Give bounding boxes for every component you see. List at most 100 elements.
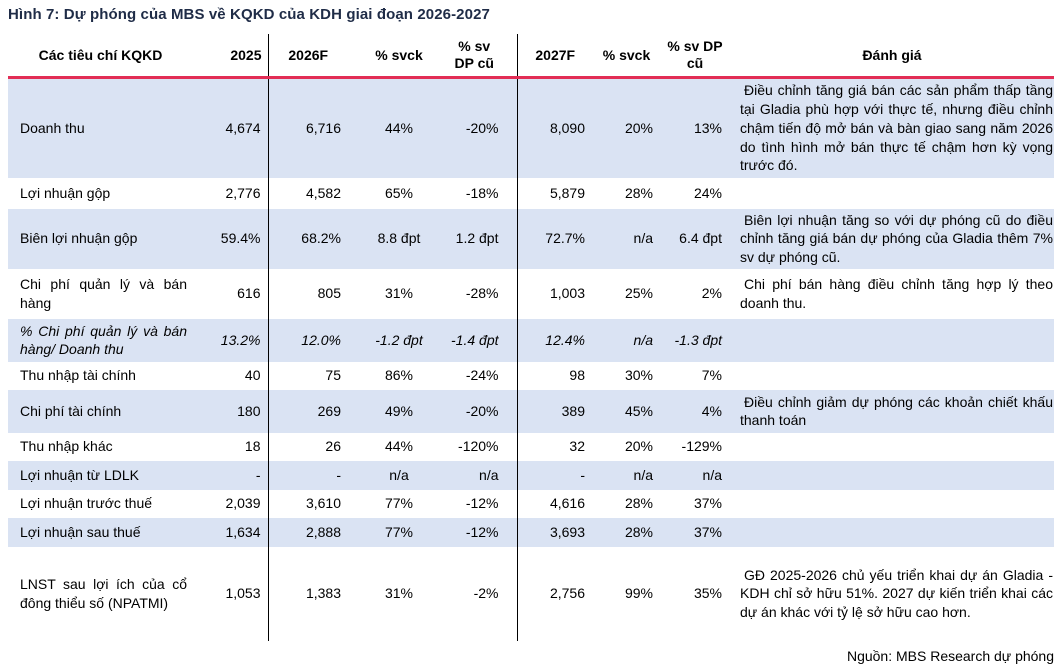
cell-svck-2026: 65% bbox=[384, 184, 414, 201]
cell-label: Chi phí tài chính bbox=[8, 389, 193, 433]
cell-comment bbox=[730, 490, 1054, 518]
cell-svck-2027: n/a bbox=[593, 460, 660, 490]
forecast-table: Các tiêu chí KQKD 2025 2026F % svck % sv… bbox=[8, 34, 1054, 641]
header-criteria: Các tiêu chí KQKD bbox=[8, 34, 193, 79]
cell-svck-2027: 28% bbox=[624, 184, 653, 201]
cell-svck-2027: 25% bbox=[624, 285, 653, 302]
table-row-npatmi: LNST sau lợi ích của cổ đông thiểu số (N… bbox=[8, 546, 1054, 641]
cell-2025: 59.4% bbox=[193, 208, 269, 269]
cell-svck-2027: 30% bbox=[624, 367, 653, 384]
cell-2027f: 3,693 bbox=[517, 517, 593, 547]
cell-2025: 1,634 bbox=[193, 517, 269, 547]
cell-2027f: 98 bbox=[569, 367, 585, 384]
header-row: Các tiêu chí KQKD 2025 2026F % svck % sv… bbox=[8, 34, 1054, 79]
cell-dp-2027: 37% bbox=[660, 517, 730, 547]
cell-label: Thu nhập khác bbox=[20, 438, 113, 455]
cell-comment: Điều chỉnh tăng giá bán các sản phẩm thấ… bbox=[730, 77, 1054, 178]
cell-svck-2027: 99% bbox=[624, 585, 653, 602]
cell-dp-2026: -12% bbox=[450, 517, 518, 547]
header-dp-2027: % sv DP cũ bbox=[660, 34, 730, 79]
cell-svck-2026: 44% bbox=[348, 77, 450, 178]
cell-dp-2026: -12% bbox=[450, 489, 518, 518]
cell-2026f: - bbox=[268, 460, 348, 490]
cell-2027f: 8,090 bbox=[517, 77, 593, 178]
cell-svck-2027: 28% bbox=[593, 517, 660, 547]
cell-2027f: 32 bbox=[569, 438, 585, 455]
cell-svck-2027: 28% bbox=[624, 495, 653, 512]
cell-2027f: 12.4% bbox=[517, 318, 593, 362]
cell-dp-2027: 24% bbox=[693, 184, 722, 201]
cell-svck-2026: 44% bbox=[384, 438, 414, 455]
cell-2025: 4,674 bbox=[193, 77, 269, 178]
cell-2025: - bbox=[193, 460, 269, 490]
cell-svck-2026: 8.8 đpt bbox=[348, 208, 450, 269]
cell-label: Lợi nhuận gộp bbox=[20, 184, 111, 201]
cell-dp-2026: -120% bbox=[450, 432, 518, 461]
cell-dp-2027: -129% bbox=[681, 438, 722, 455]
cell-comment: Điều chỉnh giảm dự phóng các khoản chiết… bbox=[730, 389, 1054, 433]
cell-2026f: 68.2% bbox=[268, 208, 348, 269]
cell-svck-2027: 45% bbox=[593, 389, 660, 433]
cell-comment bbox=[730, 433, 1054, 461]
header-svck-2026: % svck bbox=[348, 34, 450, 79]
table-row-loi-nhuan-sau-thue: Lợi nhuận sau thuế 1,634 2,888 77% -12% … bbox=[8, 517, 1054, 547]
cell-dp-2026: -2% bbox=[450, 546, 518, 641]
cell-2026f: 26 bbox=[325, 438, 341, 455]
cell-dp-2027: 2% bbox=[701, 285, 722, 302]
cell-2027f: 4,616 bbox=[549, 495, 585, 512]
cell-dp-2027: 7% bbox=[701, 367, 722, 384]
cell-svck-2026: n/a bbox=[348, 460, 450, 490]
cell-label: % Chi phí quản lý và bán hàng/ Doanh thu bbox=[8, 318, 193, 362]
table-row-pct-chi-phi-doanh-thu: % Chi phí quản lý và bán hàng/ Doanh thu… bbox=[8, 318, 1054, 362]
cell-svck-2027: n/a bbox=[593, 208, 660, 269]
cell-label: Chi phí quản lý và bán hàng bbox=[20, 276, 187, 311]
cell-dp-2026: -18% bbox=[450, 177, 518, 209]
cell-dp-2026: 1.2 đpt bbox=[450, 208, 518, 269]
cell-svck-2026: 31% bbox=[384, 585, 414, 602]
cell-comment bbox=[730, 178, 1054, 209]
cell-2025: 40 bbox=[193, 361, 269, 390]
cell-svck-2026: 49% bbox=[348, 389, 450, 433]
cell-comment: Biên lợi nhuận tăng so với dự phóng cũ d… bbox=[730, 208, 1054, 269]
cell-2025: 18 bbox=[193, 432, 269, 461]
cell-2026f: 12.0% bbox=[268, 318, 348, 362]
cell-label: LNST sau lợi ích của cổ đông thiểu số (N… bbox=[20, 576, 187, 611]
table-row-doanh-thu: Doanh thu 4,674 6,716 44% -20% 8,090 20%… bbox=[8, 77, 1054, 178]
header-danh-gia: Đánh giá bbox=[730, 34, 1054, 79]
cell-comment: GĐ 2025-2026 chủ yếu triển khai dự án Gl… bbox=[740, 566, 1053, 621]
cell-svck-2027: n/a bbox=[593, 318, 660, 362]
table-row-thu-nhap-tai-chinh: Thu nhập tài chính 40 75 86% -24% 98 30%… bbox=[8, 361, 1054, 390]
cell-dp-2026: -24% bbox=[450, 361, 518, 390]
cell-2026f: 75 bbox=[325, 367, 341, 384]
cell-2025: 2,776 bbox=[193, 177, 269, 209]
cell-comment: Chi phí bán hàng điều chỉnh tăng hợp lý … bbox=[740, 276, 1053, 311]
cell-comment bbox=[730, 517, 1054, 547]
cell-comment bbox=[730, 318, 1054, 362]
cell-2025: 2,039 bbox=[193, 489, 269, 518]
source-note: Nguồn: MBS Research dự phóng bbox=[846, 647, 1054, 664]
cell-label: Thu nhập tài chính bbox=[20, 367, 136, 384]
cell-dp-2027: 4% bbox=[660, 389, 730, 433]
cell-label: Lợi nhuận sau thuế bbox=[8, 517, 193, 547]
cell-label: Biên lợi nhuận gộp bbox=[8, 208, 193, 269]
cell-2025: 616 bbox=[193, 268, 269, 319]
cell-2025: 1,053 bbox=[193, 546, 269, 641]
cell-dp-2027: 6.4 đpt bbox=[660, 208, 730, 269]
header-svck-2027: % svck bbox=[593, 34, 660, 79]
cell-svck-2026: -1.2 đpt bbox=[348, 318, 450, 362]
cell-2026f: 269 bbox=[268, 389, 348, 433]
cell-label: Lợi nhuận trước thuế bbox=[20, 495, 153, 512]
cell-svck-2027: 20% bbox=[593, 77, 660, 178]
cell-2026f: 4,582 bbox=[305, 184, 341, 201]
table-body: Doanh thu 4,674 6,716 44% -20% 8,090 20%… bbox=[8, 77, 1054, 641]
header-2026f: 2026F bbox=[268, 34, 348, 79]
table-row-chi-phi-quan-ly-ban-hang: Chi phí quản lý và bán hàng 616 805 31% … bbox=[8, 268, 1054, 319]
cell-comment bbox=[730, 460, 1054, 490]
table-row-chi-phi-tai-chinh: Chi phí tài chính 180 269 49% -20% 389 4… bbox=[8, 389, 1054, 433]
cell-2025: 180 bbox=[193, 389, 269, 433]
header-dp-2026: % sv DP cũ bbox=[450, 34, 518, 79]
figure-title: Hình 7: Dự phóng của MBS về KQKD của KDH… bbox=[8, 6, 490, 23]
cell-dp-2027: n/a bbox=[660, 460, 730, 490]
cell-2026f: 2,888 bbox=[268, 517, 348, 547]
